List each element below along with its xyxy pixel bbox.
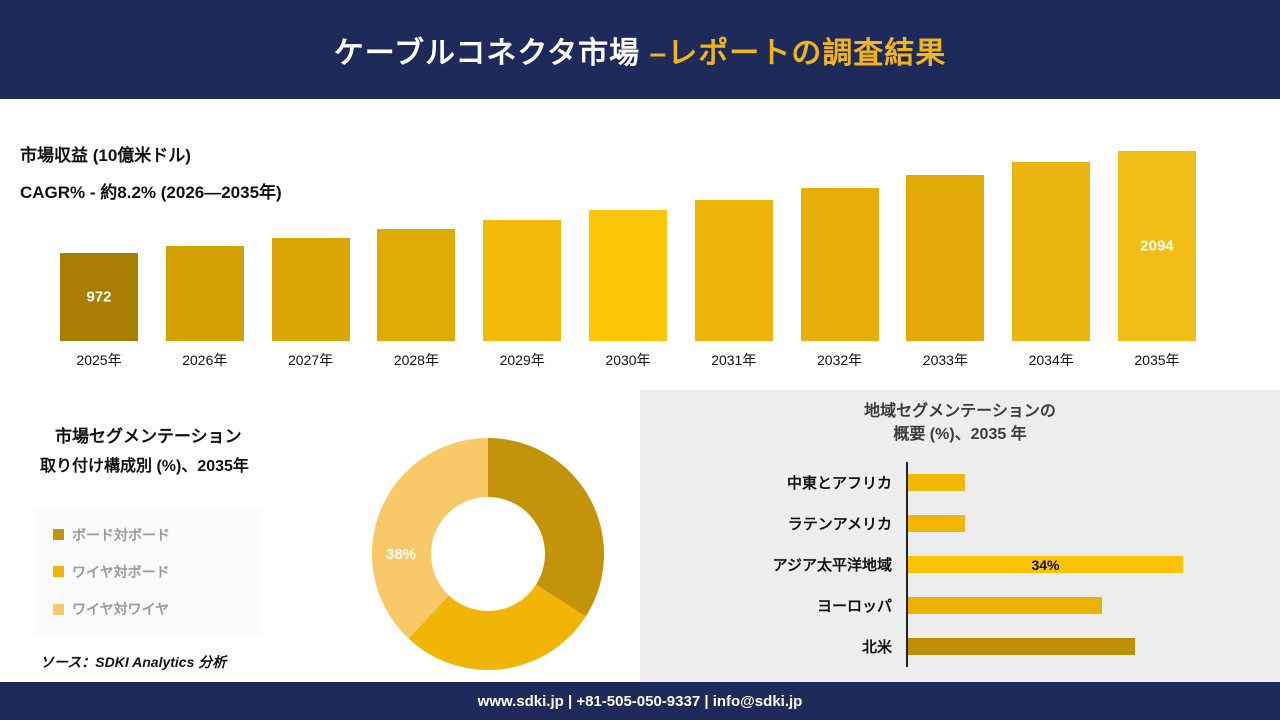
region-label: アジア太平洋地域 (772, 557, 892, 574)
bar-year-label: 2034年 (1028, 352, 1074, 368)
region-label: 北米 (861, 639, 892, 656)
page-title-white: ケーブルコネクタ市場 (333, 36, 650, 70)
region-row-ラテンアメリカ: ラテンアメリカ (640, 503, 1280, 544)
header-banner: ケーブルコネクタ市場 –レポートの調査結果 (0, 0, 1280, 99)
bar-year-label: 2035年 (1134, 352, 1180, 368)
region-label: 中東とアフリカ (786, 475, 892, 492)
legend-label: ワイヤ対ワイヤ (72, 601, 170, 618)
regional-bar-chart: 中東とアフリカ ラテンアメリカアジア太平洋地域 34% ヨーロッパ北米 (640, 462, 1280, 667)
region-bar (908, 638, 1135, 655)
bar-year-label: 2028年 (393, 352, 439, 368)
bar-value-label: 2094 (1140, 237, 1174, 255)
region-bar: 34% (908, 556, 1183, 573)
bar (588, 210, 667, 341)
revenue-bar-2033年: 2033年 (906, 175, 985, 370)
bar (271, 238, 350, 341)
revenue-bar-2030年: 2030年 (588, 210, 667, 370)
revenue-bar-2032年: 2032年 (800, 188, 879, 370)
market-segmentation-panel: 市場セグメンテーション 取り付け構成別 (%)、2035年 ボード対ボード ワイ… (0, 390, 640, 682)
legend-swatch-icon (53, 566, 64, 578)
footer-contact: www.sdki.jp | +81-505-050-9337 | info@sd… (477, 692, 803, 710)
region-label: ラテンアメリカ (787, 516, 892, 533)
revenue-axis-label: 市場収益 (10億米ドル) (20, 146, 191, 165)
bar-value-label: 972 (86, 288, 112, 306)
legend-item-wire-to-board: ワイヤ対ボード (53, 562, 243, 582)
bar (800, 188, 879, 341)
revenue-bar-2025年: 972 2025年 (60, 253, 138, 370)
revenue-bar-2026年: 2026年 (165, 246, 244, 370)
revenue-bar-chart: 972 2025年 2026年 2027年 2028年 2029年 2030年 2031年 20… (60, 151, 1196, 370)
bar-year-label: 2027年 (288, 352, 334, 368)
region-bar (908, 515, 965, 532)
source-note: ソース：SDKI Analytics 分析 (40, 654, 227, 670)
bar-year-label: 2029年 (499, 352, 545, 368)
region-bar (908, 474, 965, 491)
bar (483, 220, 562, 341)
cagr-label: CAGR% - 約8.2% (2026―2035年) (20, 183, 282, 202)
region-bar-track (906, 626, 1280, 667)
bar-year-label: 2033年 (922, 352, 968, 368)
donut-chart (372, 438, 604, 670)
regional-title: 地域セグメンテーションの 概要 (%)、2035 年 (640, 400, 1280, 446)
segmentation-subtitle: 取り付け構成別 (%)、2035年 (40, 458, 249, 475)
legend-item-board-to-board: ボード対ボード (53, 525, 243, 545)
bar-year-label: 2031年 (711, 352, 757, 368)
region-row-中東とアフリカ: 中東とアフリカ (640, 462, 1280, 503)
region-bar-track (906, 503, 1280, 544)
bar-year-label: 2032年 (817, 352, 863, 368)
page-title: ケーブルコネクタ市場 –レポートの調査結果 (334, 28, 946, 72)
legend-item-wire-to-wire: ワイヤ対ワイヤ (53, 599, 243, 619)
region-label: ヨーロッパ (816, 598, 892, 615)
region-row-アジア太平洋地域: アジア太平洋地域 34% (640, 544, 1280, 585)
segmentation-title: 市場セグメンテーション (55, 427, 242, 446)
bar (1012, 162, 1091, 341)
bar-year-label: 2026年 (182, 352, 228, 368)
region-bar (908, 597, 1102, 614)
region-row-北米: 北米 (640, 626, 1280, 667)
revenue-bar-2031年: 2031年 (694, 200, 773, 370)
revenue-bar-2027年: 2027年 (271, 238, 350, 370)
revenue-bar-2034年: 2034年 (1012, 162, 1091, 370)
bar (694, 200, 773, 341)
regional-title-line2: 概要 (%)、2035 年 (893, 426, 1027, 443)
region-bar-track (906, 462, 1280, 503)
footer-banner: www.sdki.jp | +81-505-050-9337 | info@sd… (0, 682, 1280, 720)
region-row-ヨーロッパ: ヨーロッパ (640, 585, 1280, 626)
bar: 2094 (1117, 151, 1196, 341)
donut-percentage-label: 38% (386, 546, 417, 563)
bar-year-label: 2030年 (605, 352, 651, 368)
legend-label: ワイヤ対ボード (72, 563, 170, 580)
donut-legend: ボード対ボード ワイヤ対ボード ワイヤ対ワイヤ (35, 508, 261, 636)
revenue-bar-2028年: 2028年 (377, 229, 456, 370)
bar-year-label: 2025年 (76, 352, 122, 368)
legend-swatch-icon (53, 529, 64, 541)
revenue-chart-section: 市場収益 (10億米ドル) CAGR% - 約8.2% (2026―2035年)… (0, 99, 1280, 390)
bar (377, 229, 456, 341)
regional-segmentation-panel: 地域セグメンテーションの 概要 (%)、2035 年 中東とアフリカ ラテンアメリ… (640, 390, 1280, 682)
bar (906, 175, 985, 341)
revenue-bar-2035年: 2094 2035年 (1117, 151, 1196, 370)
bar: 972 (60, 253, 138, 341)
region-bar-track (906, 585, 1280, 626)
region-bar-track: 34% (906, 544, 1280, 585)
bar (165, 246, 244, 341)
regional-title-line1: 地域セグメンテーションの (864, 403, 1056, 420)
bottom-section: 市場セグメンテーション 取り付け構成別 (%)、2035年 ボード対ボード ワイ… (0, 390, 1280, 682)
region-bar-value-label: 34% (1031, 556, 1060, 573)
revenue-bar-2029年: 2029年 (483, 220, 562, 370)
legend-swatch-icon (53, 603, 64, 615)
legend-label: ボード対ボード (72, 526, 170, 543)
page-title-gold: –レポートの調査結果 (649, 36, 947, 70)
